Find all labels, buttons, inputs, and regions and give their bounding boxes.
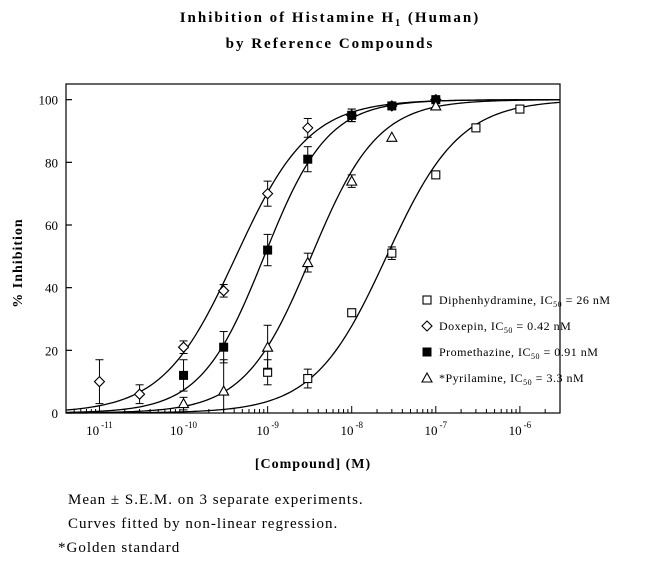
y-tick-label: 40: [45, 281, 58, 296]
legend-label: Doxepin, IC50 = 0.42 nM: [439, 319, 571, 335]
chart-title-line-2: by Reference Compounds: [225, 36, 435, 52]
plot-frame: [65, 83, 561, 414]
data-point: [515, 104, 525, 114]
fit-curve: [65, 99, 561, 414]
data-point: [177, 397, 190, 409]
legend-label: Promethazine, IC50 = 0.91 nM: [439, 345, 598, 361]
x-tick-label: 10 -10: [170, 420, 197, 438]
data-point: [471, 123, 481, 133]
x-axis-label: [Compound] (M): [255, 457, 371, 472]
data-point: [303, 373, 313, 384]
x-tick-label: 10 -9: [256, 420, 279, 438]
data-point: [261, 187, 274, 200]
legend-marker: [422, 295, 432, 305]
note-mean-sem: Mean ± S.E.M. on 3 separate experiments.: [68, 492, 364, 508]
legend-label: *Pyrilamine, IC50 = 3.3 nM: [439, 371, 584, 387]
note-curve-fit: Curves fitted by non-linear regression.: [68, 516, 339, 532]
y-tick-label: 60: [45, 218, 58, 233]
data-point: [217, 285, 230, 297]
data-point: [301, 122, 314, 134]
data-point: [219, 342, 229, 352]
fit-curve: [65, 99, 560, 411]
data-point: [347, 308, 357, 318]
data-point: [347, 110, 357, 120]
data-point: [263, 245, 273, 255]
data-point: [387, 248, 397, 258]
legend-marker: [422, 347, 432, 357]
legend-marker: [421, 320, 433, 332]
y-tick-label: 80: [45, 155, 58, 170]
x-tick-label: 10 -6: [509, 420, 532, 438]
data-point: [387, 101, 397, 111]
x-tick-label: 10 -8: [340, 420, 363, 438]
legend-marker: [421, 371, 433, 383]
data-point: [177, 341, 190, 353]
note-golden-standard: *Golden standard: [58, 540, 181, 556]
data-point: [301, 256, 314, 268]
data-point: [385, 131, 398, 142]
data-points: [93, 93, 525, 414]
x-tick-label: 10 -11: [86, 420, 113, 438]
data-point: [133, 388, 146, 400]
data-point: [93, 375, 106, 388]
legend: Diphenhydramine, IC50 = 26 nM Doxepin, IC…: [421, 293, 611, 387]
x-tick-label: 10 -7: [425, 420, 448, 438]
data-point: [345, 175, 358, 186]
axes: 0 20 40 60 80 100 10 -11 10 -10 10 -9 10 -8 10 -7 10 -6: [39, 83, 561, 438]
legend-label: Diphenhydramine, IC50 = 26 nM: [439, 293, 611, 309]
fit-curve: [66, 101, 561, 414]
y-tick-label: 100: [39, 93, 59, 108]
y-tick-label: 20: [45, 343, 58, 358]
fit-curve: [65, 99, 561, 414]
fitted-curves: [65, 99, 561, 414]
data-point: [179, 370, 189, 380]
data-point: [217, 384, 230, 396]
chart-title-line-1: Inhibition of Histamine H1 (Human): [179, 10, 481, 29]
y-axis-label: % Inhibition: [11, 218, 26, 307]
data-point: [303, 154, 313, 164]
data-point: [429, 99, 442, 111]
data-point: [261, 341, 274, 352]
y-tick-label: 0: [52, 406, 59, 421]
data-point: [431, 170, 441, 180]
